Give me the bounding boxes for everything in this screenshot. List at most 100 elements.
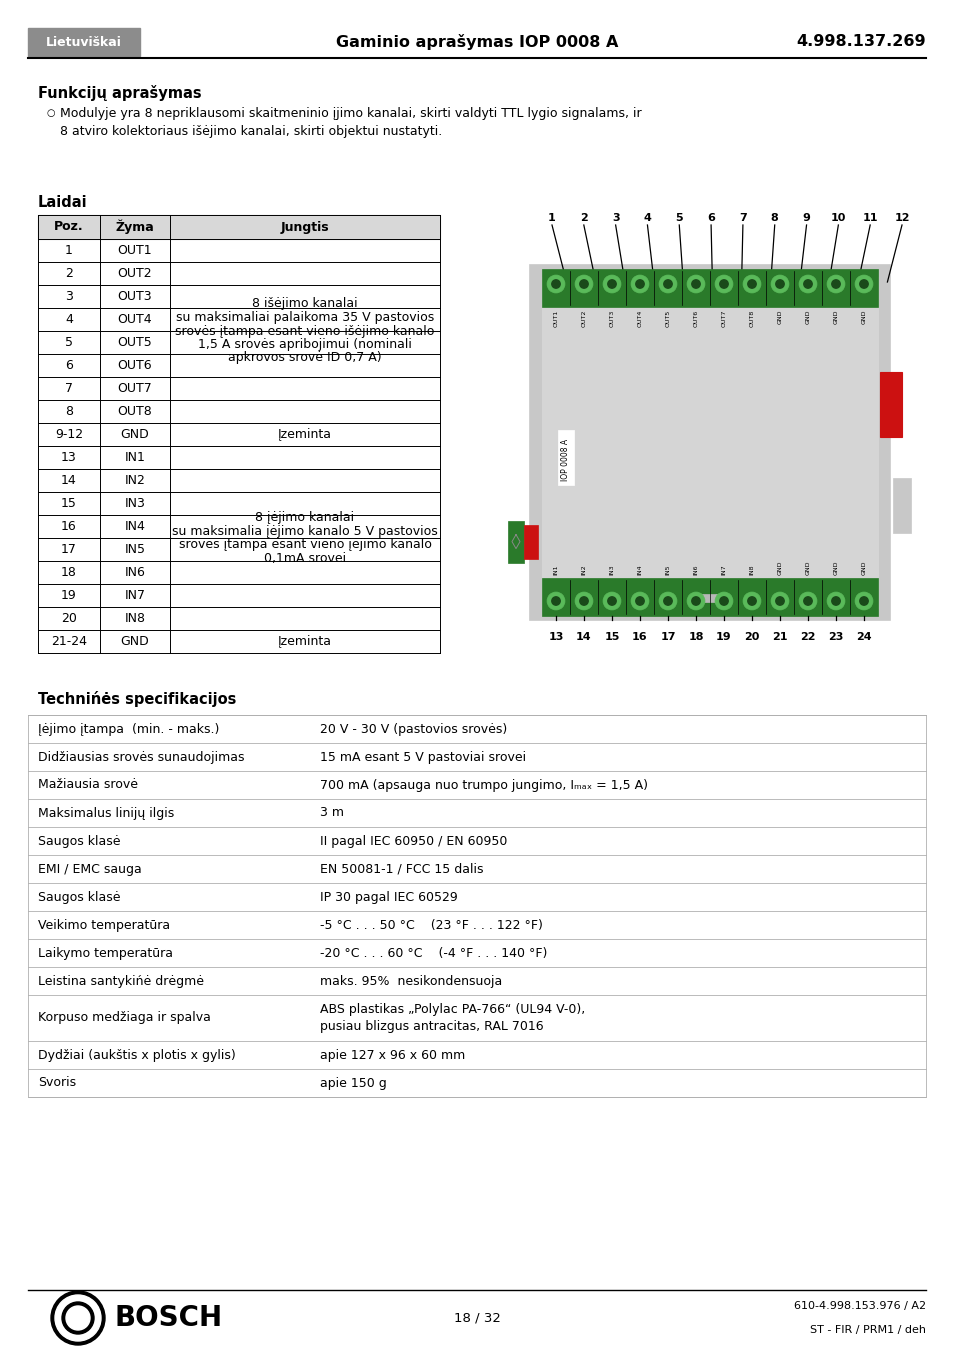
Circle shape <box>630 276 648 293</box>
Text: Poz.: Poz. <box>54 220 84 234</box>
Text: 13: 13 <box>61 451 77 463</box>
Text: EN 50081-1 / FCC 15 dalis: EN 50081-1 / FCC 15 dalis <box>319 862 483 875</box>
Circle shape <box>775 597 783 605</box>
Text: 18 / 32: 18 / 32 <box>453 1312 500 1324</box>
Text: 6: 6 <box>706 213 715 223</box>
Text: 15 mA esant 5 V pastoviai srovei: 15 mA esant 5 V pastoviai srovei <box>319 751 525 763</box>
Text: 13: 13 <box>548 632 563 642</box>
Circle shape <box>551 597 559 605</box>
Text: 23: 23 <box>827 632 842 642</box>
Text: Jungtis: Jungtis <box>280 220 329 234</box>
Circle shape <box>775 280 783 288</box>
Text: srovės įtampa esant vieno išėjimo kanalo: srovės įtampa esant vieno išėjimo kanalo <box>175 324 435 338</box>
Circle shape <box>803 280 811 288</box>
Circle shape <box>575 276 593 293</box>
Text: 19: 19 <box>61 589 77 603</box>
Circle shape <box>62 1302 94 1333</box>
Text: 9-12: 9-12 <box>55 428 83 440</box>
Text: GND: GND <box>833 561 838 576</box>
Bar <box>558 430 574 485</box>
Text: su maksimalia įėjimo kanalo 5 V pastovios: su maksimalia įėjimo kanalo 5 V pastovio… <box>172 524 437 538</box>
Bar <box>38 215 439 239</box>
Text: Laikymo temperatūra: Laikymo temperatūra <box>38 947 172 959</box>
Circle shape <box>691 597 700 605</box>
Text: 7: 7 <box>65 382 73 394</box>
Text: ○: ○ <box>47 108 55 118</box>
Circle shape <box>686 592 704 609</box>
Text: 15: 15 <box>61 497 77 509</box>
Text: Saugos klasė: Saugos klasė <box>38 890 120 904</box>
Text: Didžiausias srovės sunaudojimas: Didžiausias srovės sunaudojimas <box>38 751 244 763</box>
Circle shape <box>770 592 788 609</box>
Text: Įzeminta: Įzeminta <box>277 635 332 648</box>
Text: 1: 1 <box>65 245 72 257</box>
Text: 11: 11 <box>862 213 877 223</box>
Text: 17: 17 <box>61 543 77 557</box>
Circle shape <box>742 276 760 293</box>
Text: Saugos klasė: Saugos klasė <box>38 835 120 847</box>
Text: BOSCH: BOSCH <box>115 1304 223 1332</box>
Bar <box>541 277 877 608</box>
Circle shape <box>602 592 620 609</box>
Text: ST - FIR / PRM1 / deh: ST - FIR / PRM1 / deh <box>809 1325 925 1335</box>
Text: 18: 18 <box>61 566 77 580</box>
Circle shape <box>826 592 844 609</box>
Text: 9: 9 <box>801 213 810 223</box>
Bar <box>530 265 889 620</box>
Text: GND: GND <box>120 428 150 440</box>
Text: OUT7: OUT7 <box>117 382 152 394</box>
Circle shape <box>799 592 816 609</box>
Text: OUT8: OUT8 <box>749 309 754 327</box>
Text: apie 150 g: apie 150 g <box>319 1077 386 1089</box>
Text: IN1: IN1 <box>125 451 145 463</box>
Text: apkrovos srovė ID 0,7 A): apkrovos srovė ID 0,7 A) <box>228 351 381 365</box>
Circle shape <box>546 276 564 293</box>
Circle shape <box>747 280 756 288</box>
Text: OUT7: OUT7 <box>720 309 726 327</box>
Text: ABS plastikas „Polylac PA-766“ (UL94 V-0),
pusiau blizgus antracitas, RAL 7016: ABS plastikas „Polylac PA-766“ (UL94 V-0… <box>319 1002 584 1034</box>
Circle shape <box>715 276 732 293</box>
Text: apie 127 x 96 x 60 mm: apie 127 x 96 x 60 mm <box>319 1048 465 1062</box>
Text: Veikimo temperatūra: Veikimo temperatūra <box>38 919 170 931</box>
Circle shape <box>803 597 811 605</box>
Circle shape <box>635 280 643 288</box>
Text: IOP 0008 A: IOP 0008 A <box>561 439 570 481</box>
Text: IN2: IN2 <box>581 565 586 576</box>
Text: OUT4: OUT4 <box>637 309 641 327</box>
Bar <box>695 594 724 603</box>
Text: 22: 22 <box>800 632 815 642</box>
Text: 20: 20 <box>61 612 77 626</box>
Text: GND: GND <box>833 309 838 324</box>
Text: OUT1: OUT1 <box>117 245 152 257</box>
Bar <box>892 478 910 534</box>
Text: OUT5: OUT5 <box>117 336 152 349</box>
Text: OUT2: OUT2 <box>581 309 586 327</box>
Text: IP 30 pagal IEC 60529: IP 30 pagal IEC 60529 <box>319 890 457 904</box>
Circle shape <box>602 276 620 293</box>
Text: OUT1: OUT1 <box>553 309 558 327</box>
Text: 4.998.137.269: 4.998.137.269 <box>796 35 925 50</box>
Circle shape <box>551 280 559 288</box>
Text: 14: 14 <box>576 632 591 642</box>
Text: OUT4: OUT4 <box>117 313 152 326</box>
Text: 7: 7 <box>739 213 746 223</box>
Text: IN5: IN5 <box>125 543 146 557</box>
Text: -20 °C . . . 60 °C    (-4 °F . . . 140 °F): -20 °C . . . 60 °C (-4 °F . . . 140 °F) <box>319 947 547 959</box>
Text: Įzeminta: Įzeminta <box>277 428 332 440</box>
Circle shape <box>579 597 588 605</box>
Text: Funkcijų aprašymas: Funkcijų aprašymas <box>38 85 201 101</box>
Text: 14: 14 <box>61 474 77 486</box>
Text: 21-24: 21-24 <box>51 635 87 648</box>
Text: OUT3: OUT3 <box>609 309 614 327</box>
Text: 2: 2 <box>579 213 587 223</box>
Text: 19: 19 <box>716 632 731 642</box>
Text: 3 m: 3 m <box>319 807 344 820</box>
Text: OUT6: OUT6 <box>693 309 698 327</box>
Text: Technińės specifikacijos: Technińės specifikacijos <box>38 690 236 707</box>
Circle shape <box>831 597 840 605</box>
Text: GND: GND <box>804 309 810 324</box>
Text: 8: 8 <box>65 405 73 417</box>
Text: OUT3: OUT3 <box>117 290 152 303</box>
Circle shape <box>663 597 672 605</box>
Text: 610-4.998.153.976 / A2: 610-4.998.153.976 / A2 <box>793 1301 925 1310</box>
